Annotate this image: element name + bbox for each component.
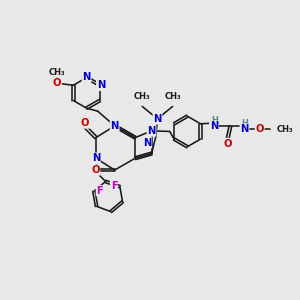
Text: N: N (82, 72, 91, 82)
Text: O: O (91, 165, 100, 175)
Text: F: F (111, 181, 117, 190)
Text: O: O (53, 78, 61, 88)
Text: H: H (242, 119, 248, 128)
Text: CH₃: CH₃ (277, 124, 293, 134)
Text: N: N (143, 138, 152, 148)
Text: CH₃: CH₃ (49, 68, 65, 77)
Text: N: N (110, 121, 119, 131)
Text: O: O (255, 124, 264, 134)
Text: N: N (92, 153, 100, 163)
Text: N: N (97, 80, 105, 90)
Text: O: O (81, 118, 89, 128)
Text: CH₃: CH₃ (164, 92, 181, 101)
Text: H: H (212, 116, 219, 125)
Text: N: N (153, 114, 162, 124)
Text: N: N (210, 121, 218, 131)
Text: CH₃: CH₃ (134, 92, 151, 101)
Text: O: O (224, 139, 232, 148)
Text: N: N (147, 126, 156, 136)
Text: F: F (96, 186, 103, 196)
Text: N: N (240, 124, 249, 134)
